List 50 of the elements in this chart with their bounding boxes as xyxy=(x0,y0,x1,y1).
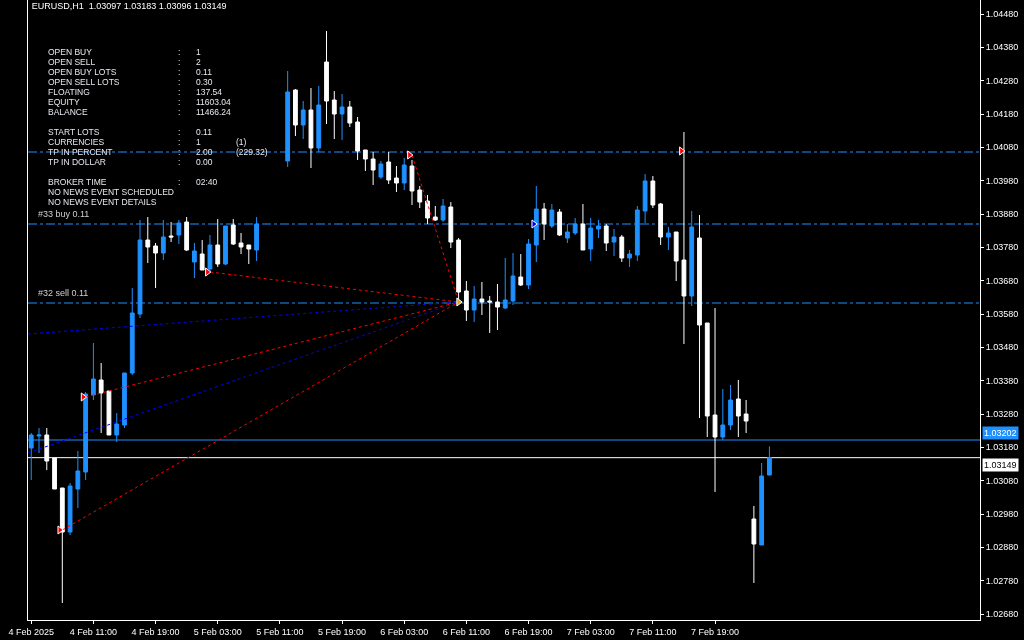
y-tick-label: 1.03980 xyxy=(985,175,1019,186)
text: EQUITY : 11603.04 xyxy=(48,97,231,107)
y-tick-label: 1.03280 xyxy=(985,409,1019,420)
text: OPEN SELL : 2 xyxy=(48,57,201,67)
text: START LOTS : 0.11 xyxy=(48,127,212,137)
y-tick-label: 1.04080 xyxy=(985,142,1019,153)
x-tick-label: 5 Feb 11:00 xyxy=(256,626,304,637)
y-tick-label: 1.02680 xyxy=(985,609,1019,620)
y-tick-label: 1.04280 xyxy=(985,75,1019,86)
x-tick-label: 6 Feb 03:00 xyxy=(380,626,429,637)
text: CURRENCIES : 1 (1) xyxy=(48,137,247,147)
text: FLOATING : 137.54 xyxy=(48,87,222,97)
y-tick-label: 1.03780 xyxy=(985,242,1019,253)
y-tick-label: 1.02980 xyxy=(985,509,1019,520)
y-tick-label: 1.04180 xyxy=(985,109,1019,120)
y-tick-label: 1.02780 xyxy=(985,575,1019,586)
text: BROKER TIME : 02:40 xyxy=(48,177,218,187)
y-tick-label: 1.03680 xyxy=(985,275,1019,286)
ref-line-label: #33 buy 0.11 xyxy=(38,209,90,219)
ref-line-label: 1.03202 xyxy=(984,428,1017,438)
text: OPEN SELL LOTS : 0.30 xyxy=(48,77,213,87)
annotation: NO NEWS EVENT DETAILS xyxy=(48,197,157,207)
x-tick-label: 6 Feb 19:00 xyxy=(504,626,553,637)
y-tick-label: 1.04380 xyxy=(985,42,1019,53)
x-tick-label: 4 Feb 11:00 xyxy=(69,626,118,637)
y-tick-label: 1.03480 xyxy=(985,342,1019,353)
y-tick-label: 1.03880 xyxy=(985,209,1019,220)
y-tick-label: 1.03380 xyxy=(985,375,1019,386)
y-tick-label: 1.03180 xyxy=(985,442,1019,453)
text: BALANCE : 11466.24 xyxy=(48,107,231,117)
ref-line-label: 1.03149 xyxy=(984,460,1017,470)
text: OPEN BUY LOTS : 0.11 xyxy=(48,67,212,77)
text: OPEN BUY : 1 xyxy=(48,47,201,57)
annotation: NO NEWS EVENT SCHEDULED xyxy=(48,187,174,197)
x-tick-label: 7 Feb 19:00 xyxy=(691,626,740,637)
text: TP IN PERCENT : 2.00 (229.32) xyxy=(48,147,268,157)
y-tick-label: 1.02880 xyxy=(985,542,1019,553)
x-tick-label: 5 Feb 19:00 xyxy=(318,626,367,637)
y-tick-label: 1.03080 xyxy=(985,475,1019,486)
x-tick-label: 5 Feb 03:00 xyxy=(193,626,242,637)
x-tick-label: 7 Feb 11:00 xyxy=(629,626,677,637)
text: TP IN DOLLAR : 0.00 xyxy=(48,157,213,167)
y-tick-label: 1.03580 xyxy=(985,309,1019,320)
y-tick-label: 1.04480 xyxy=(985,9,1019,20)
x-tick-label: 6 Feb 11:00 xyxy=(442,626,491,637)
x-tick-label: 4 Feb 19:00 xyxy=(131,626,180,637)
x-tick-label: 4 Feb 2025 xyxy=(8,626,55,637)
ref-line-label: #32 sell 0.11 xyxy=(38,288,89,298)
x-tick-label: 7 Feb 03:00 xyxy=(566,626,615,637)
chart-title: EURUSD,H1 1.03097 1.03183 1.03096 1.03149 xyxy=(31,1,227,12)
